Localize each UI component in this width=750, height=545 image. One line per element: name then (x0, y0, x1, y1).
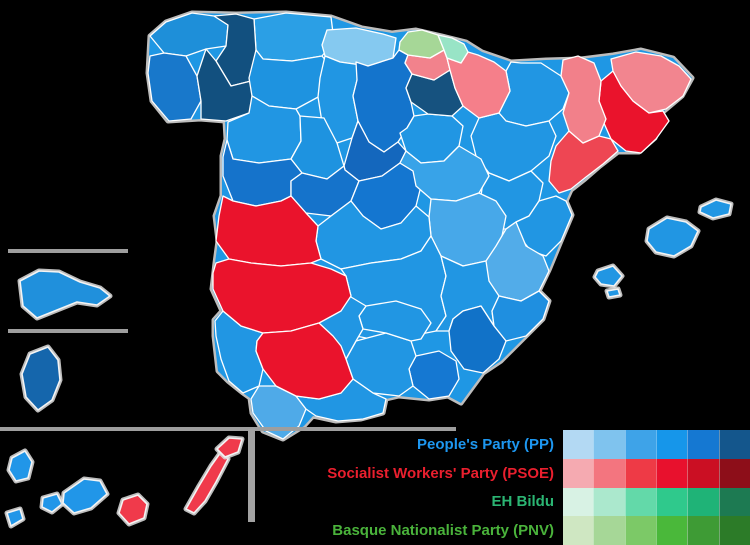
legend-swatch (687, 430, 719, 459)
legend-row-ehbildu: EH Bildu (0, 487, 750, 517)
legend-swatch (718, 516, 750, 545)
legend-label-pp: People's Party (PP) (417, 435, 554, 453)
province-lanzarote (216, 437, 243, 458)
legend-swatch (655, 516, 688, 545)
province-caceres (215, 195, 322, 267)
province-fuerteventura (185, 451, 229, 514)
province-badajoz (212, 258, 352, 334)
legend-swatches-pnv (563, 516, 750, 545)
legend-label-ehbildu: EH Bildu (491, 493, 555, 511)
legend-swatch (624, 430, 656, 459)
province-guadalajara (399, 145, 490, 202)
province-la_palma (8, 450, 33, 482)
legend-swatch (593, 430, 625, 459)
province-ibiza (594, 265, 623, 287)
legend-row-pp: People's Party (PP) (0, 430, 750, 459)
province-el_hierro (6, 508, 24, 527)
province-mallorca (646, 217, 699, 257)
province-formentera (606, 288, 621, 298)
legend-swatch (563, 487, 594, 517)
legend-swatch (655, 430, 688, 459)
melilla-inset-divider (8, 329, 128, 333)
legend-swatch (718, 487, 750, 517)
legend-swatch (563, 516, 594, 545)
legend-swatch (687, 458, 719, 488)
province-sevilla (255, 322, 354, 400)
legend-swatch (563, 430, 594, 459)
province-melilla (21, 346, 61, 411)
legend-swatches-pp (563, 430, 750, 459)
legend-swatch (718, 458, 750, 488)
legend-swatch (655, 487, 688, 517)
province-navarra (446, 51, 511, 119)
legend-swatch (624, 487, 656, 517)
legend-swatch (624, 458, 656, 488)
province-asturias (253, 12, 335, 62)
legend-swatch (563, 458, 594, 488)
legend-swatches-ehbildu (563, 487, 750, 517)
province-gran_canaria (118, 494, 148, 525)
province-almeria (408, 350, 460, 400)
province-murcia (448, 305, 507, 374)
ceuta-inset-divider (8, 249, 128, 253)
legend-swatches-psoe (563, 458, 750, 488)
province-menorca (699, 199, 732, 219)
province-lleida (560, 55, 607, 144)
province-la_gomera (41, 493, 63, 513)
legend-label-psoe: Socialist Workers' Party (PSOE) (327, 464, 554, 482)
legend-swatch (593, 458, 625, 488)
legend-swatch (593, 487, 625, 517)
province-burgos (352, 49, 415, 153)
province-ceuta (19, 270, 111, 319)
legend-swatch (655, 458, 688, 488)
legend-swatch (687, 516, 719, 545)
province-gipuzkoa (437, 34, 469, 64)
legend-swatch (718, 430, 750, 459)
legend-swatch (624, 516, 656, 545)
legend-swatch (687, 487, 719, 517)
province-bizkaia (398, 29, 445, 59)
province-girona (610, 51, 692, 114)
province-pontevedra (147, 52, 202, 122)
canary-inset-top-border (0, 427, 456, 431)
legend: People's Party (PP) Socialist Workers' P… (0, 430, 750, 545)
legend-swatch (593, 516, 625, 545)
province-jaen (358, 300, 432, 342)
legend-label-pnv: Basque Nationalist Party (PNV) (332, 522, 554, 540)
legend-row-psoe: Socialist Workers' Party (PSOE) (0, 458, 750, 488)
legend-row-pnv: Basque Nationalist Party (PNV) (0, 516, 750, 545)
canary-inset-right-border (248, 429, 255, 522)
province-alicante (491, 290, 550, 342)
province-tenerife (62, 478, 108, 514)
province-castellon (515, 195, 573, 257)
